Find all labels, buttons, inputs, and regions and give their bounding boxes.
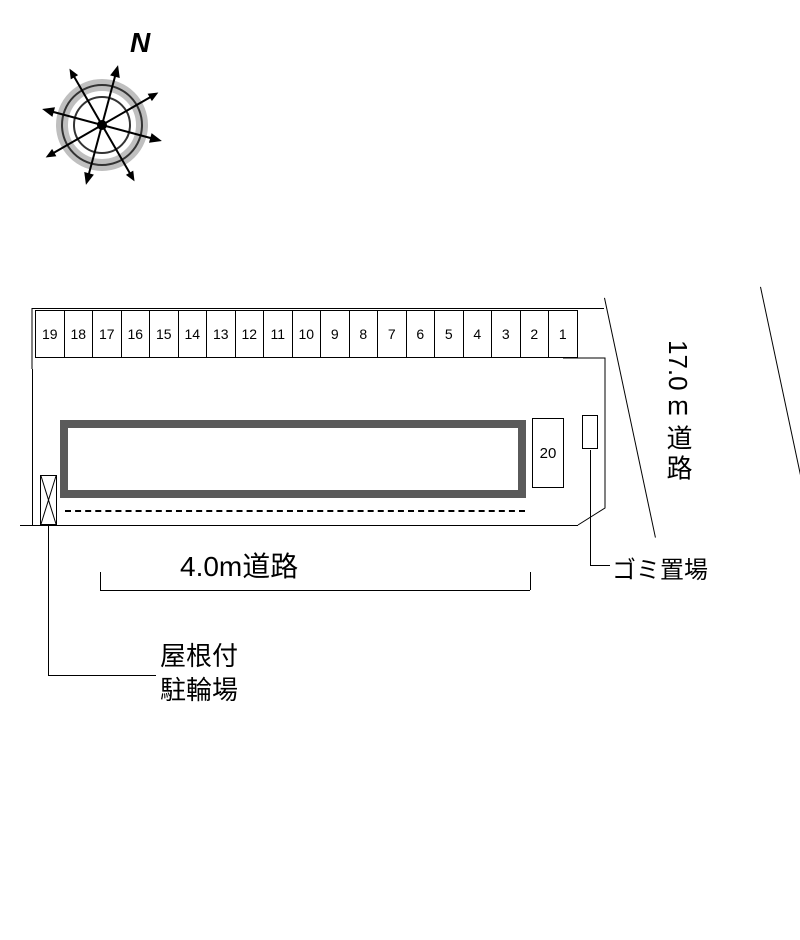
road-right-num: 17.0 — [663, 340, 693, 391]
parking-slot: 16 — [122, 311, 151, 357]
parking-slot: 2 — [521, 311, 550, 357]
road-bracket — [100, 590, 530, 591]
parking-slot: 5 — [435, 311, 464, 357]
boundary-top — [32, 308, 604, 309]
compass-icon: N — [40, 30, 180, 200]
garbage-leader-h — [590, 565, 610, 566]
garbage-marker — [582, 415, 598, 449]
parking-slot: 8 — [350, 311, 379, 357]
parking-row: 1 2 3 4 5 6 7 8 9 10 11 12 13 14 15 16 1… — [35, 310, 578, 358]
parking-slot: 6 — [407, 311, 436, 357]
parking-slot: 3 — [492, 311, 521, 357]
garbage-label: ゴミ置場 — [612, 550, 708, 585]
road-right-label: 17.0m道路 — [660, 340, 702, 485]
parking-slot: 10 — [293, 311, 322, 357]
compass: N — [40, 30, 180, 205]
garbage-leader-v — [590, 450, 591, 565]
parking-slot: 13 — [207, 311, 236, 357]
parking-slot: 17 — [93, 311, 122, 357]
bike-leader-v — [48, 525, 49, 675]
road-bracket-right — [530, 572, 531, 590]
parking-slot: 9 — [321, 311, 350, 357]
bike-label-line2: 駐輪場 — [160, 675, 238, 705]
parking-slot: 4 — [464, 311, 493, 357]
parking-slot: 14 — [179, 311, 208, 357]
building — [60, 420, 526, 498]
parking-slot: 19 — [36, 311, 65, 357]
bike-leader-h — [48, 675, 156, 676]
bike-label: 屋根付 駐輪場 — [160, 640, 238, 708]
road-line — [760, 287, 800, 571]
parking-slot: 1 — [549, 311, 578, 357]
dashed-line — [65, 510, 525, 512]
road-bracket-left — [100, 572, 101, 590]
parking-slot: 15 — [150, 311, 179, 357]
north-label: N — [130, 30, 151, 58]
parking-slot: 7 — [378, 311, 407, 357]
parking-slot-20: 20 — [532, 418, 564, 488]
site-plan: 1 2 3 4 5 6 7 8 9 10 11 12 13 14 15 16 1… — [20, 310, 780, 760]
road-right-unit: m道路 — [663, 391, 693, 485]
bike-parking-marker — [40, 475, 57, 525]
road-bottom-label: 4.0m道路 — [180, 545, 298, 585]
parking-slot: 18 — [65, 311, 94, 357]
parking-slot: 11 — [264, 311, 293, 357]
bike-label-line1: 屋根付 — [160, 641, 238, 671]
parking-slot: 12 — [236, 311, 265, 357]
